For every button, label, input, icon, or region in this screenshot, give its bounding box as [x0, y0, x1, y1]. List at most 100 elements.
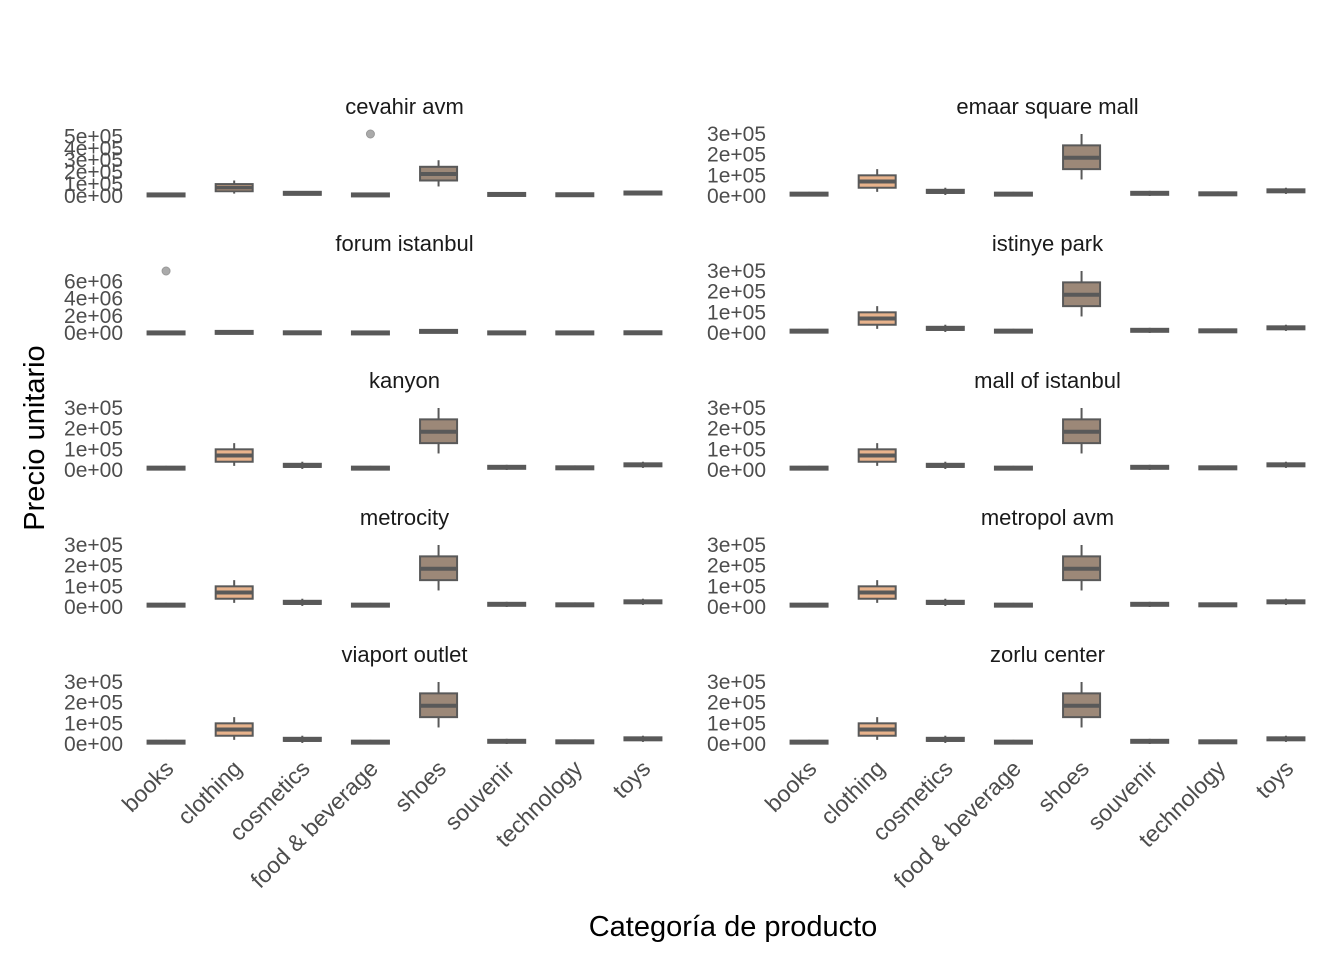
y-tick-label: 1e+05: [707, 301, 766, 324]
y-tick-label: 3e+05: [64, 671, 123, 694]
y-tick-label: 1e+05: [64, 712, 123, 735]
boxplot-shoes: [1062, 408, 1102, 454]
boxplot-shoes: [419, 160, 459, 187]
x-tick-label: shoes: [389, 755, 451, 817]
boxplot-souvenir: [487, 601, 527, 607]
y-tick-label: 2e+05: [64, 555, 123, 578]
x-tick-label: food & beverage: [245, 755, 383, 893]
boxplot-technology: [555, 330, 595, 336]
boxplot-technology: [555, 465, 595, 471]
boxplot-shoes: [1062, 134, 1102, 180]
boxplot-books: [146, 465, 186, 471]
x-tick-label: books: [117, 755, 179, 817]
boxplot-clothing: [857, 169, 897, 192]
boxplot-toys: [1266, 324, 1306, 331]
boxplot-technology: [555, 192, 595, 198]
facet-panel: cevahir avm 0e+001e+052e+053e+054e+055e+0…: [64, 94, 663, 208]
boxplot-souvenir: [487, 330, 527, 336]
boxplot-toys: [623, 330, 663, 336]
boxplot-shoes: [1062, 682, 1102, 728]
y-tick-label: 3e+05: [707, 671, 766, 694]
boxplot-toys: [1266, 735, 1306, 742]
boxplot-cosmetics: [925, 598, 965, 606]
y-tick-label: 0e+00: [64, 596, 123, 619]
y-tick-label: 3e+05: [64, 534, 123, 557]
boxplot-food-beverage: [993, 739, 1033, 745]
y-tick-label: 0e+00: [64, 459, 123, 482]
boxplot-clothing: [214, 329, 254, 335]
y-tick-label: 5e+05: [64, 125, 123, 148]
y-tick-label: 2e+05: [707, 418, 766, 441]
boxplot-shoes: [1062, 545, 1102, 591]
y-tick-label: 1e+05: [707, 164, 766, 187]
x-tick-label: books: [760, 755, 822, 817]
y-tick-label: 4e+06: [64, 288, 123, 311]
y-tick-label: 1e+05: [707, 712, 766, 735]
boxplot-cosmetics: [925, 461, 965, 469]
x-tick-label: food & beverage: [888, 755, 1026, 893]
outlier-point: [365, 129, 375, 139]
boxplot-food-beverage: [350, 739, 390, 745]
boxplot-food-beverage: [350, 192, 390, 198]
boxplot-cosmetics: [925, 187, 965, 195]
facet-strip-title: forum istanbul: [335, 231, 473, 256]
y-tick-label: 1e+05: [707, 438, 766, 461]
boxplot-souvenir: [1130, 738, 1170, 744]
y-tick-label: 0e+00: [64, 185, 123, 208]
boxplot-clothing: [857, 306, 897, 329]
facet-strip-title: cevahir avm: [345, 94, 464, 119]
boxplot-cosmetics: [925, 735, 965, 743]
boxplot-shoes: [1062, 271, 1102, 317]
y-tick-label: 0e+00: [64, 322, 123, 345]
boxplot-toys: [623, 190, 663, 196]
y-tick-label: 1e+05: [64, 438, 123, 461]
boxplot-technology: [1198, 191, 1238, 197]
boxplot-books: [146, 602, 186, 608]
boxplot-food-beverage: [993, 191, 1033, 197]
y-tick-label: 3e+05: [707, 397, 766, 420]
y-tick-label: 0e+00: [707, 322, 766, 345]
boxplot-clothing: [214, 580, 254, 603]
boxplot-food-beverage: [993, 328, 1033, 334]
boxplot-toys: [1266, 598, 1306, 605]
facet-strip-title: mall of istanbul: [974, 368, 1121, 393]
x-axis-title: Categoría de producto: [589, 911, 878, 943]
boxplot-technology: [555, 602, 595, 608]
y-tick-label: 2e+05: [64, 418, 123, 441]
boxplot-toys: [623, 598, 663, 605]
boxplot-books: [146, 330, 186, 336]
boxplot-clothing: [214, 717, 254, 740]
boxplot-food-beverage: [350, 465, 390, 471]
boxplot-toys: [1266, 461, 1306, 468]
x-tick-label: toys: [1250, 755, 1298, 803]
boxplot-technology: [1198, 602, 1238, 608]
boxplot-toys: [623, 461, 663, 468]
y-tick-label: 1e+05: [707, 575, 766, 598]
facet-strip-title: zorlu center: [990, 642, 1105, 667]
y-tick-label: 3e+05: [707, 534, 766, 557]
y-tick-label: 3e+05: [64, 397, 123, 420]
boxplot-food-beverage: [350, 602, 390, 608]
y-tick-label: 2e+05: [64, 692, 123, 715]
y-tick-label: 2e+05: [707, 555, 766, 578]
y-tick-label: 2e+06: [64, 305, 123, 328]
boxplot-books: [146, 192, 186, 198]
outlier-point: [161, 266, 171, 276]
x-tick-label: toys: [607, 755, 655, 803]
y-tick-label: 0e+00: [707, 733, 766, 756]
y-tick-label: 3e+05: [707, 123, 766, 146]
facet-strip-title: kanyon: [369, 368, 440, 393]
y-tick-label: 0e+00: [707, 185, 766, 208]
boxplot-technology: [1198, 739, 1238, 745]
boxplot-cosmetics: [282, 461, 322, 469]
boxplot-shoes: [419, 328, 459, 334]
y-tick-label: 3e+05: [707, 260, 766, 283]
facet-strip-title: emaar square mall: [956, 94, 1138, 119]
facet-strip-title: istinye park: [992, 231, 1104, 256]
boxplot-shoes: [419, 545, 459, 591]
